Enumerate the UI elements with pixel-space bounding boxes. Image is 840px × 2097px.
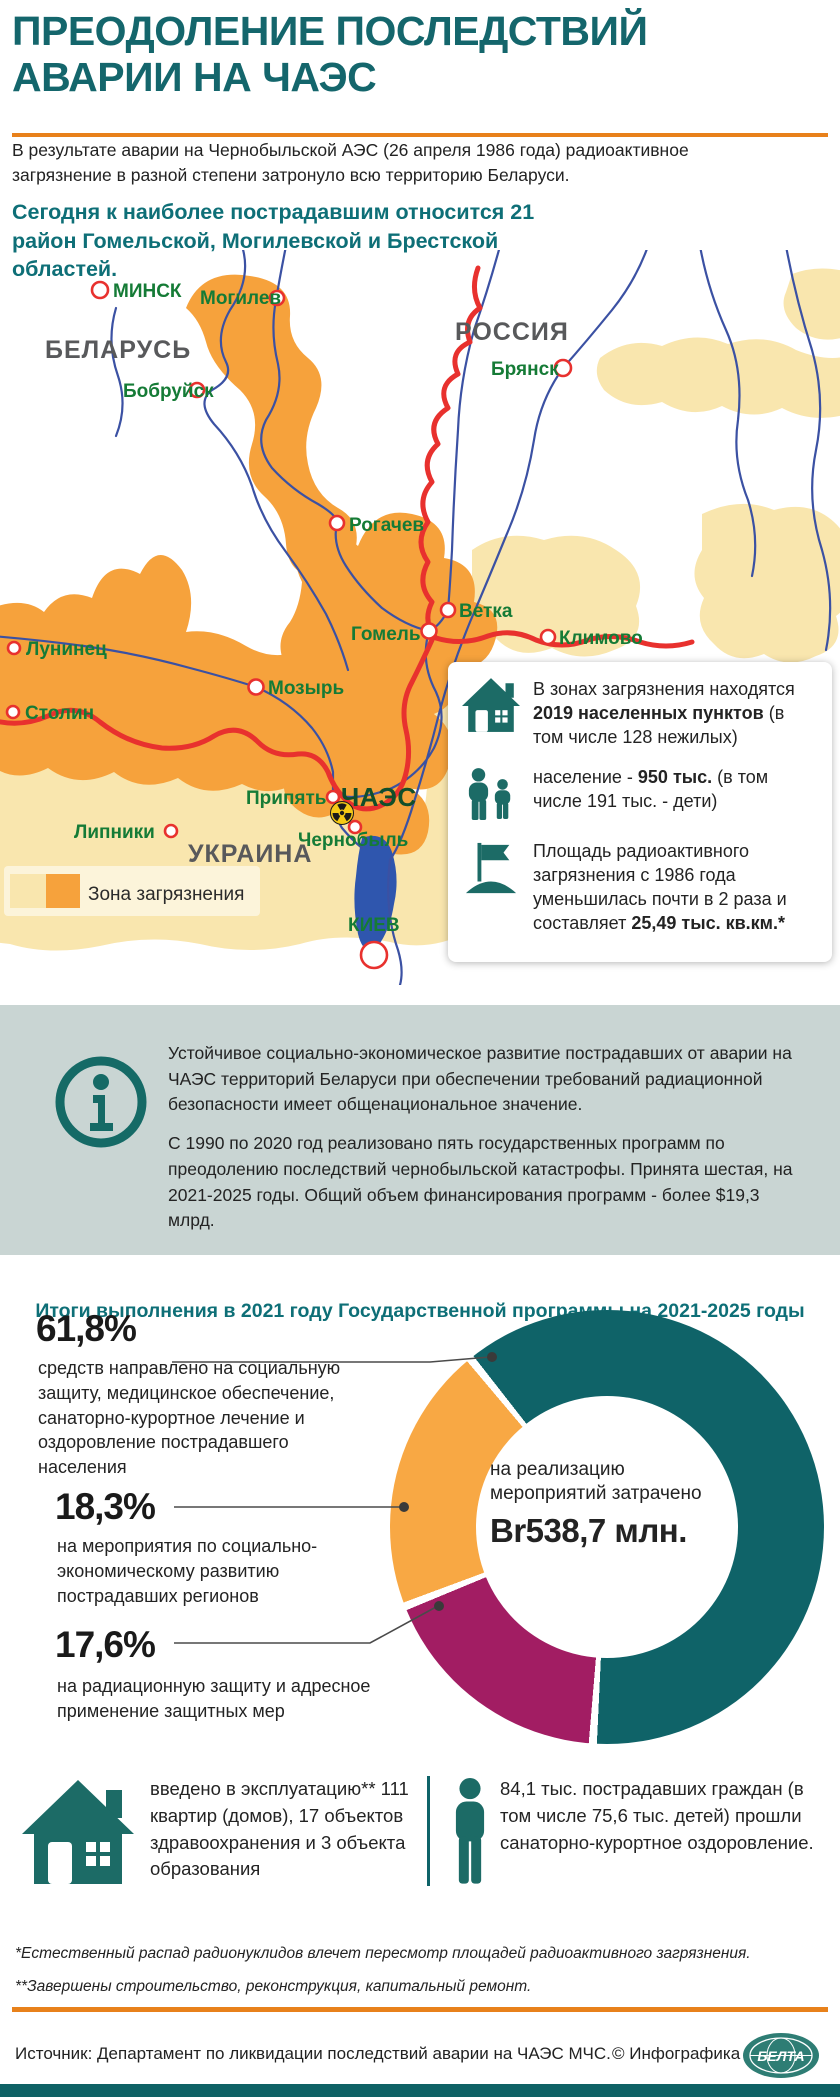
map-label-chernobyl: Чернобыль [298,830,408,851]
map-label-bryansk: Брянск [491,359,559,380]
info-band-text: Устойчивое социально-экономическое разви… [168,1041,804,1247]
map-label-gomel: Гомель [351,624,421,645]
map-label-minsk: МИНСК [113,281,182,302]
stat-desc-2: на мероприятия по социально-экономическо… [57,1536,318,1606]
info-box-text: В зонах загрязнения находятся 2019 насел… [533,678,818,750]
map-label-mogilev: Могилев [200,288,281,309]
top-divider [12,133,828,137]
map-label-luninets: Лунинец [26,639,107,660]
stats-divider [427,1776,430,1886]
footnote-2: **Завершены строительство, реконструкция… [15,1977,532,1995]
donut-hole [476,1396,738,1658]
city-marker-klimovo [539,628,557,646]
donut-center-value: Br538,7 млн. [490,1511,687,1549]
subtitle: Сегодня к наиболее пострадавшим относитс… [12,200,535,282]
map-label-kiev: КИЕВ [348,915,400,936]
text-segment: (в том числе 128 нежилых) [533,702,785,747]
bottom-divider [12,2007,828,2012]
info-box-item-population: население - 950 тыс. (в том числе 191 ты… [462,766,818,824]
legend-label: Зона загрязнения [88,884,244,905]
footer-copyright: © Инфографика [612,2044,741,2063]
legend-swatch-light [10,874,46,908]
info-band: Устойчивое социально-экономическое разви… [0,1005,840,1255]
house-icon [22,1780,134,1884]
info-band-paragraph: С 1990 по 2020 год реализовано пять госу… [168,1133,793,1231]
map-label-pripyat: Припять [246,788,327,809]
flag-icon [462,840,520,896]
house-icon [462,678,520,732]
map-label-bobruisk: Бобруйск [123,381,214,402]
city-marker-mogilev [268,289,286,307]
map-label-stolin: Столин [25,703,94,724]
bottom-bar [0,2084,840,2097]
map-label-klimovo: Климово [559,628,643,649]
city-marker-pripyat [325,789,341,805]
city-marker-stolin [5,704,21,720]
bottom-stat-construction: введено в эксплуатацию** 111 квартир (до… [150,1778,409,1880]
footnote-1: *Естественный распад радионуклидов влече… [15,1945,751,1962]
donut-center-line1: на реализацию [490,1459,625,1480]
city-marker-luninets [6,640,22,656]
belta-logo: БЕЛТА [743,2033,819,2078]
kiev-reservoir [354,835,397,950]
city-marker-kiev [359,940,389,970]
text-segment: (в том числе 191 тыс. - дети) [533,766,769,811]
page-title-line1: ПРЕОДОЛЕНИЕ ПОСЛЕДСТВИЙ [12,8,648,54]
stat-value-3: 17,6% [55,1624,156,1665]
info-icon [55,1056,147,1148]
map-label-ukraine: УКРАИНА [188,840,312,868]
info-box-item-area: Площадь радиоактивного загрязнения с 198… [462,840,818,936]
city-marker-vetka [439,601,457,619]
info-band-paragraph: Устойчивое социально-экономическое разви… [168,1043,792,1115]
city-marker-minsk [90,280,110,300]
stat-desc-1: средств направлено на социальную защиту,… [38,1358,341,1478]
state-borders [0,265,695,812]
city-marker-rogachev [328,514,346,532]
text-segment-bold: 950 тыс. [637,766,713,787]
stat-desc-3: на радиационную защиту и адресное примен… [57,1676,371,1721]
text-segment-bold: 2019 населенных пунктов [533,702,764,723]
bottom-stat-health: 84,1 тыс. пострадавших граждан (в том чи… [500,1778,814,1853]
map-label-mozyr: Мозырь [268,678,344,699]
text-segment: В зонах загрязнения находятся [533,679,795,699]
map-label-rogachev: Рогачев [349,515,424,536]
info-box-item-settlements: В зонах загрязнения находятся 2019 насел… [462,678,818,750]
text-segment-bold: 25,49 тыс. кв.км.* [631,912,785,933]
map-label-lipniki: Липники [74,822,155,843]
info-box-text: Площадь радиоактивного загрязнения с 198… [533,840,818,936]
contamination-map: Зона загрязнения [0,250,840,985]
city-marker-gomel [420,622,438,640]
city-marker-lipniki [163,823,179,839]
page-title: ПРЕОДОЛЕНИЕ ПОСЛЕДСТВИЙ АВАРИИ НА ЧАЭС [12,8,812,101]
stat-value-2: 18,3% [55,1486,156,1527]
people-icon [462,766,520,824]
map-label-belarus: БЕЛАРУСЬ [45,336,191,364]
map-label-russia: РОССИЯ [455,318,569,346]
city-marker-bryansk [553,358,573,378]
city-marker-mozyr [247,678,265,696]
city-marker-bobruisk [188,381,206,399]
map-label-chaes: ЧАЭС [341,782,417,812]
donut-center-label: на реализацию мероприятий затрачено Br53… [490,1458,750,1551]
text-segment: население - [533,766,633,787]
map-info-box: В зонах загрязнения находятся 2019 насел… [448,662,832,962]
text-segment: Площадь радиоактивного загрязнения с 198… [533,840,787,933]
belta-logo-text: БЕЛТА [757,2048,804,2064]
radiation-icon [330,801,354,825]
stat-value-1: 61,8% [36,1308,137,1349]
footnotes: *Естественный распад радионуклидов влече… [15,1938,825,2003]
city-markers [5,280,573,970]
footer-source: Источник: Департамент по ликвидации посл… [15,2044,611,2063]
legend-swatch-strong [46,874,80,908]
map-label-vetka: Ветка [459,601,513,622]
donut-center-line2: мероприятий затрачено [490,1482,702,1504]
page-title-line2: АВАРИИ НА ЧАЭС [12,54,377,101]
city-marker-chernobyl [347,819,363,835]
info-box-text: население - 950 тыс. (в том числе 191 ты… [533,766,818,814]
person-icon [455,1778,485,1884]
intro-paragraph: В результате аварии на Чернобыльской АЭС… [12,140,689,186]
